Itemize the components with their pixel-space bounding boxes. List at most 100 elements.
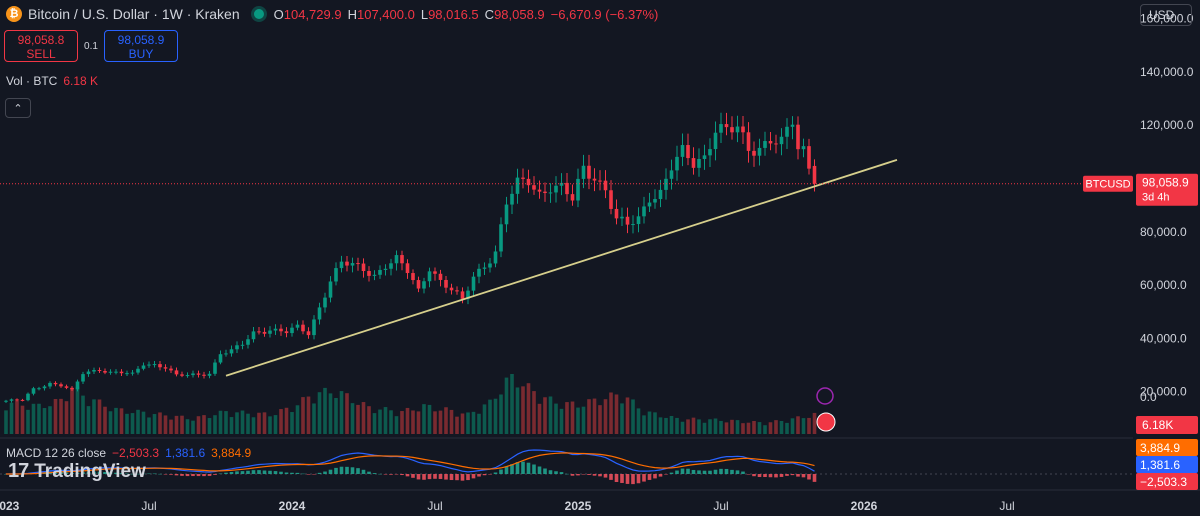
macd-hist-bar — [339, 466, 344, 474]
candle-body — [581, 165, 586, 179]
candle-body — [614, 208, 619, 219]
buy-button[interactable]: 98,058.9 BUY — [104, 30, 178, 62]
collapse-legend-button[interactable]: ⌃ — [5, 98, 31, 118]
volume-bar — [251, 417, 256, 434]
candle-body — [724, 124, 729, 128]
macd-signal-line — [6, 452, 815, 475]
tradingview-icon: 17 — [8, 460, 29, 482]
candle-body — [636, 216, 641, 225]
volume-bar — [114, 407, 118, 434]
candle-body — [504, 204, 509, 225]
macd-hist-bar — [763, 474, 767, 478]
macd-hist-bar — [372, 473, 377, 474]
macd-hist-bar — [614, 474, 619, 482]
macd-hist-bar — [675, 470, 679, 474]
candle-body — [543, 191, 547, 194]
volume-bar — [796, 416, 800, 434]
macd-hist-bar — [658, 474, 663, 477]
volume-bar — [812, 412, 817, 434]
candle-body — [119, 371, 124, 374]
ohlc-item: L98,016.5 — [421, 7, 479, 22]
macd-hist-bar — [598, 474, 602, 477]
volume-bar — [350, 403, 355, 434]
macd-badge — [1136, 473, 1198, 490]
tradingview-name: TradingView — [34, 460, 146, 482]
candle-body — [389, 263, 393, 269]
candle-body — [257, 331, 261, 333]
candle-body — [625, 216, 630, 225]
macd-legend[interactable]: MACD 12 26 close −2,503.3 1,381.6 3,884.… — [6, 446, 251, 460]
candle-body — [708, 149, 712, 156]
volume-bar — [334, 397, 338, 434]
candle-body — [735, 126, 740, 133]
macd-hist-bar — [64, 472, 69, 474]
volume-bar — [499, 394, 503, 434]
volume-bar — [625, 397, 630, 434]
macd-hist-bar — [262, 470, 267, 474]
economic-event-icon[interactable] — [816, 412, 836, 432]
volume-bar — [196, 416, 201, 434]
tradingview-logo[interactable]: 17 TradingView — [8, 460, 146, 483]
ohlc-value: 98,016.5 — [428, 6, 479, 22]
candle-body — [757, 147, 762, 156]
trend-line[interactable] — [225, 159, 898, 377]
sell-button[interactable]: 98,058.8 SELL — [4, 30, 78, 62]
volume-bar — [708, 419, 712, 434]
volume-bar — [763, 425, 767, 434]
macd-hist-bar — [741, 471, 745, 474]
currency-select[interactable]: USD — [1140, 4, 1192, 26]
volume-bar — [774, 420, 778, 434]
macd-hist-bar — [86, 471, 91, 474]
volume-value: 6.18 K — [63, 74, 99, 88]
volume-bar — [504, 377, 509, 434]
macd-hist-bar — [383, 474, 388, 475]
volume-bar — [158, 412, 162, 434]
macd-hist-bar — [724, 468, 729, 474]
candle-body — [801, 146, 806, 150]
macd-hist-bar — [75, 472, 80, 474]
volume-bar — [345, 393, 349, 434]
volume-bar — [15, 400, 19, 434]
candle-body — [785, 126, 789, 137]
volume-bar — [532, 391, 536, 434]
macd-hist-bar — [581, 474, 586, 475]
volume-bar — [97, 399, 102, 434]
volume-badge — [1136, 416, 1198, 434]
candle-body — [48, 382, 52, 387]
candle-body — [246, 339, 250, 345]
candle-body — [609, 190, 613, 209]
macd-hist-bar — [284, 472, 289, 474]
macd-hist-bar — [152, 473, 157, 475]
volume-bar — [488, 399, 492, 434]
volume-bar — [422, 404, 426, 434]
macd-hist-bar — [394, 474, 399, 475]
lightning-event-icon[interactable] — [816, 387, 834, 405]
candle-body — [86, 371, 91, 375]
symbol-title[interactable]: Bitcoin / U.S. Dollar · 1W · Kraken — [28, 6, 240, 22]
macd-hist-bar — [147, 473, 151, 475]
candle-body — [224, 353, 228, 355]
volume-bar — [169, 419, 173, 434]
candle-body — [620, 216, 624, 219]
volume-bar — [779, 420, 784, 434]
ohlc-item: O104,729.9 — [274, 7, 342, 22]
sell-label: SELL — [26, 47, 56, 61]
volume-bar — [548, 396, 553, 434]
volume-bar — [691, 417, 696, 434]
ohlc-key: O — [273, 6, 284, 22]
price-tick-label: 40,000.0 — [1140, 331, 1187, 345]
macd-hist-bar — [576, 474, 580, 476]
volume-legend[interactable]: Vol · BTC 6.18 K — [6, 74, 98, 88]
candle-body — [268, 330, 272, 334]
volume-bar — [515, 387, 520, 434]
candle-body — [218, 354, 223, 363]
macd-hist-bar — [537, 466, 542, 474]
macd-hist-bar — [119, 473, 124, 474]
macd-hist-bar — [224, 472, 228, 474]
volume-bar — [521, 386, 525, 434]
macd-badge-value: 3,884.9 — [1140, 441, 1180, 455]
volume-bar — [284, 407, 289, 434]
candle-body — [768, 141, 773, 144]
macd-hist-bar — [768, 474, 773, 478]
